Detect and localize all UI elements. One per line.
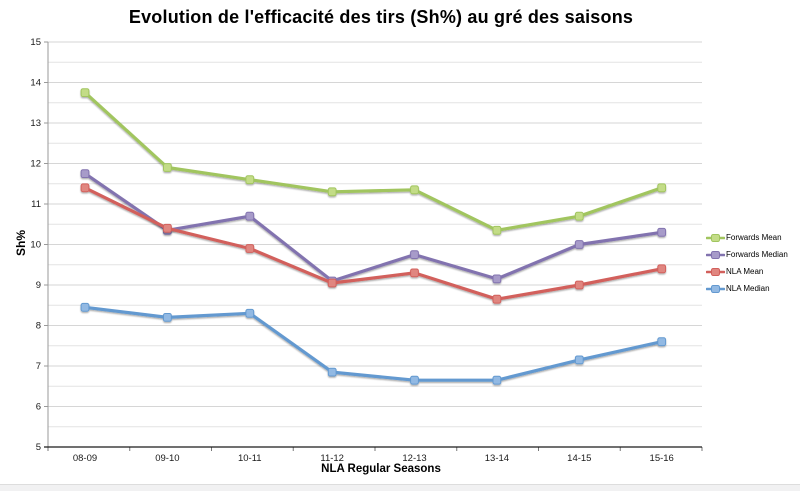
y-tick-label: 5: [36, 442, 41, 453]
data-point-marker: [410, 185, 419, 195]
legend-marker-icon: [706, 250, 725, 259]
data-point-marker: [245, 308, 255, 318]
x-tick-label: 10-11: [238, 453, 262, 464]
legend-label: NLA Median: [726, 284, 770, 293]
legend: Forwards Mean Forwards Median NLA Mean NLA …: [706, 229, 788, 297]
data-point-marker: [245, 175, 255, 185]
y-tick-label: 8: [36, 321, 41, 332]
y-tick-label: 14: [30, 78, 41, 89]
legend-item-nla-mean: NLA Mean: [706, 263, 788, 280]
data-point-marker: [657, 337, 667, 347]
legend-label: Forwards Median: [726, 250, 788, 259]
data-point-marker: [163, 223, 172, 233]
window-bottom-strip: [0, 484, 800, 491]
x-tick-label: 14-15: [567, 453, 591, 464]
data-point-marker: [657, 264, 667, 274]
data-point-marker: [574, 355, 584, 365]
x-tick-label: 12-13: [402, 453, 426, 464]
data-point-marker: [492, 294, 502, 304]
series-nla-median: [80, 302, 667, 385]
y-tick-label: 13: [30, 118, 41, 129]
series-line: [83, 305, 664, 382]
data-point-marker: [80, 88, 90, 97]
data-point-marker: [163, 163, 172, 172]
data-point-marker: [492, 375, 502, 385]
x-tick-label: 08-09: [73, 453, 97, 464]
series-line: [83, 172, 664, 283]
data-point-marker: [657, 227, 667, 237]
legend-item-forwards-mean: Forwards Mean: [706, 229, 788, 246]
chart-title: Evolution de l'efficacité des tirs (Sh%)…: [128, 7, 634, 27]
data-point-marker: [327, 187, 337, 197]
y-tick-label: 9: [36, 280, 41, 291]
x-tick-label: 15-16: [650, 453, 674, 464]
data-point-marker: [80, 183, 90, 193]
data-point-marker: [80, 302, 90, 312]
x-tick-label: 13-14: [485, 453, 509, 464]
data-point-marker: [245, 211, 255, 221]
data-point-marker: [574, 280, 584, 290]
series-forwards-mean: [80, 88, 667, 235]
legend-marker-icon: [706, 233, 725, 242]
data-point-marker: [327, 278, 337, 288]
series-line: [83, 186, 664, 301]
x-tick-label: 11-12: [320, 453, 344, 464]
x-axis-title: NLA Regular Seasons: [321, 463, 441, 475]
legend-marker-icon: [706, 284, 725, 293]
y-tick-label: 6: [36, 402, 41, 413]
y-tick-label: 12: [30, 159, 41, 170]
data-point-marker: [657, 183, 667, 193]
y-tick-label: 15: [30, 37, 41, 48]
series-line: [83, 90, 664, 232]
y-tick-label: 7: [36, 361, 41, 372]
y-tick-label: 10: [30, 240, 41, 251]
legend-label: NLA Mean: [726, 267, 764, 276]
legend-item-nla-median: NLA Median: [706, 280, 788, 297]
y-tick-label: 11: [31, 199, 41, 210]
data-point-marker: [492, 274, 502, 284]
data-point-marker: [410, 375, 419, 385]
data-point-marker: [80, 169, 90, 178]
x-tick-label: 09-10: [155, 453, 179, 464]
legend-marker-icon: [706, 267, 725, 276]
data-point-marker: [574, 211, 584, 221]
data-point-marker: [410, 268, 419, 278]
data-point-marker: [492, 225, 502, 235]
data-point-marker: [163, 313, 172, 322]
data-point-marker: [410, 250, 419, 259]
data-point-marker: [574, 240, 584, 249]
series-nla-mean: [80, 183, 667, 304]
legend-item-forwards-median: Forwards Median: [706, 246, 788, 263]
data-point-marker: [327, 367, 337, 377]
legend-label: Forwards Mean: [726, 233, 782, 242]
data-point-marker: [245, 244, 255, 253]
